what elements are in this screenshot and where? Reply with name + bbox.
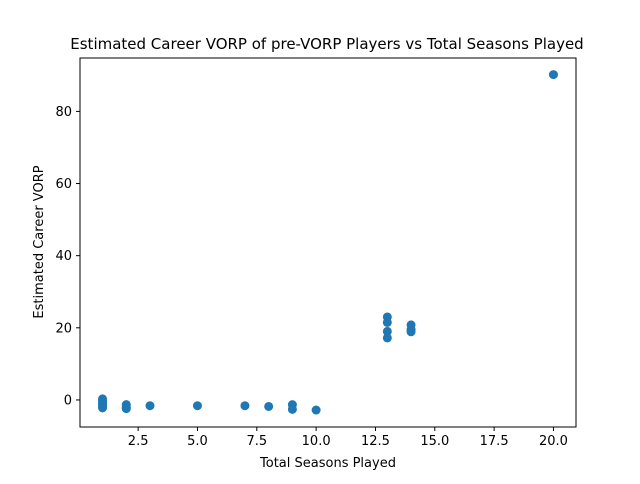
data-point [382, 333, 392, 343]
data-point [311, 405, 321, 415]
y-axis-label: Estimated Career VORP [32, 165, 47, 318]
x-tick-label: 20.0 [539, 434, 568, 449]
y-tick-label: 60 [55, 177, 72, 192]
chart-title: Estimated Career VORP of pre-VORP Player… [70, 35, 583, 53]
y-tick-label: 40 [55, 249, 72, 264]
x-tick-label: 10.0 [302, 434, 331, 449]
y-tick-label: 0 [64, 393, 72, 408]
points-layer [98, 70, 558, 415]
data-point [98, 403, 108, 413]
data-point [264, 401, 274, 411]
data-point [406, 327, 416, 337]
data-point [382, 317, 392, 327]
x-tick-label: 17.5 [480, 434, 509, 449]
x-axis-ticks: 2.5 5.0 7.5 10.0 12.5 15.0 17.5 20.0 [128, 427, 568, 449]
y-tick-label: 80 [55, 105, 72, 120]
y-axis-ticks: 0 20 40 60 80 [55, 105, 80, 408]
y-tick-label: 20 [55, 321, 72, 336]
x-axis-label: Total Seasons Played [259, 456, 396, 471]
data-point [121, 404, 131, 414]
plot-frame [79, 57, 577, 428]
x-tick-label: 5.0 [187, 434, 208, 449]
data-point [287, 404, 297, 414]
data-point [192, 401, 202, 411]
data-point [382, 326, 392, 336]
x-tick-label: 12.5 [361, 434, 390, 449]
data-point [145, 401, 155, 411]
x-tick-label: 15.0 [420, 434, 449, 449]
data-point [240, 401, 250, 411]
x-tick-label: 2.5 [128, 434, 149, 449]
x-tick-label: 7.5 [246, 434, 267, 449]
data-point [548, 70, 558, 80]
